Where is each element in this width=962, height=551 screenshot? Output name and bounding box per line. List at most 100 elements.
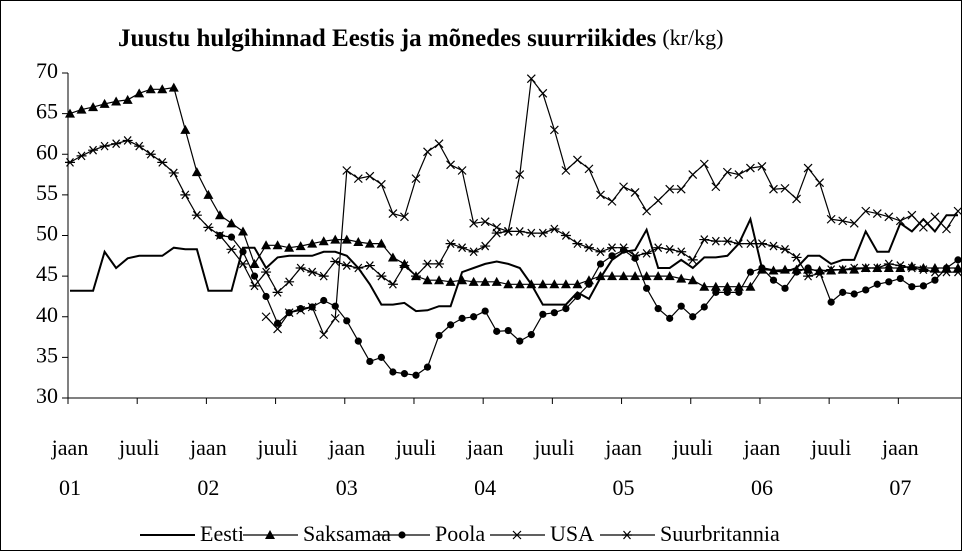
data-point: [572, 279, 583, 289]
data-point: [549, 279, 560, 289]
x-tick-label-line: 04: [474, 475, 496, 500]
data-point: [873, 280, 881, 288]
data-point: [538, 88, 548, 98]
data-point: [273, 319, 282, 327]
data-point: [931, 276, 939, 284]
data-point: [76, 104, 87, 114]
x-tick-label-line: juuli: [118, 435, 159, 460]
data-point: [745, 239, 756, 249]
data-point: [468, 276, 479, 286]
x-tick-label: jaan 02: [189, 435, 227, 500]
data-point: [895, 263, 906, 272]
data-point: [630, 188, 640, 197]
data-point: [145, 149, 156, 159]
data-point: [399, 261, 410, 270]
data-point: [700, 303, 708, 311]
data-point: [618, 243, 629, 253]
data-point: [296, 305, 306, 315]
data-point: [756, 239, 767, 249]
data-point: [906, 263, 917, 273]
x-tick-label: juuli: [810, 435, 851, 460]
data-point: [122, 136, 133, 145]
data-point: [896, 274, 904, 283]
data-point: [434, 275, 445, 285]
x-tick-label-line: juuli: [533, 435, 574, 460]
data-point: [526, 228, 537, 238]
data-point: [284, 277, 295, 287]
data-point: [666, 314, 674, 322]
data-point: [341, 234, 352, 244]
data-point: [804, 264, 812, 272]
data-point: [423, 147, 432, 157]
data-point: [768, 265, 779, 275]
data-point: [688, 170, 698, 179]
data-point: [377, 353, 385, 361]
data-point: [584, 164, 594, 174]
title-main: Juustu hulgihinnad Eestis ja mõnedes suu…: [118, 25, 657, 52]
x-tick-label-line: juuli: [256, 435, 297, 460]
y-tick-label: 70: [36, 58, 58, 83]
legend-marker: [512, 530, 522, 540]
y-tick-label: 45: [36, 261, 58, 286]
data-point: [99, 98, 110, 108]
data-point: [446, 160, 455, 170]
data-point: [596, 260, 605, 268]
data-point: [607, 271, 618, 281]
data-point: [642, 206, 652, 216]
data-point: [573, 292, 582, 301]
data-point: [320, 296, 328, 305]
data-point: [792, 194, 801, 204]
data-point: [307, 267, 318, 277]
data-point: [572, 239, 583, 249]
data-point: [364, 261, 375, 270]
y-tick-label: 65: [36, 99, 58, 124]
data-point: [539, 310, 547, 318]
data-point: [595, 247, 606, 257]
data-point: [457, 166, 467, 175]
data-point: [88, 102, 99, 112]
data-point: [445, 276, 456, 286]
data-point: [769, 184, 778, 194]
data-point: [504, 326, 512, 335]
data-point: [203, 222, 214, 232]
data-point: [400, 212, 409, 222]
data-point: [365, 171, 375, 181]
data-point: [712, 288, 720, 296]
data-point: [641, 248, 652, 258]
data-point: [249, 281, 260, 291]
data-point: [537, 228, 548, 238]
x-tick-label: jaan 03: [327, 435, 365, 500]
data-point: [573, 155, 582, 165]
data-point: [446, 321, 455, 329]
data-point: [850, 290, 858, 298]
data-point: [780, 183, 790, 193]
data-point: [561, 166, 571, 175]
data-point: [527, 331, 535, 339]
data-point: [434, 139, 444, 149]
data-point: [827, 298, 835, 306]
data-point: [953, 206, 962, 216]
data-point: [387, 252, 398, 262]
data-point: [203, 189, 214, 199]
x-tick-label-line: juuli: [810, 435, 851, 460]
data-point: [422, 259, 433, 269]
data-point: [942, 224, 951, 234]
data-point: [746, 268, 755, 276]
data-point: [723, 288, 731, 296]
data-point: [445, 239, 456, 249]
data-point: [214, 231, 225, 240]
data-point: [180, 190, 191, 200]
data-point: [814, 269, 825, 279]
x-tick-label-line: jaan: [327, 435, 365, 460]
data-point: [560, 279, 571, 289]
data-point: [284, 242, 295, 252]
x-tick-label-line: 06: [751, 475, 773, 500]
legend-label: Poola: [435, 521, 485, 546]
x-tick-label: juuli: [672, 435, 713, 460]
data-point: [191, 210, 202, 220]
data-point: [537, 279, 548, 289]
data-point: [839, 288, 847, 296]
data-point: [560, 231, 571, 240]
data-point: [330, 313, 340, 323]
data-point: [860, 263, 871, 273]
